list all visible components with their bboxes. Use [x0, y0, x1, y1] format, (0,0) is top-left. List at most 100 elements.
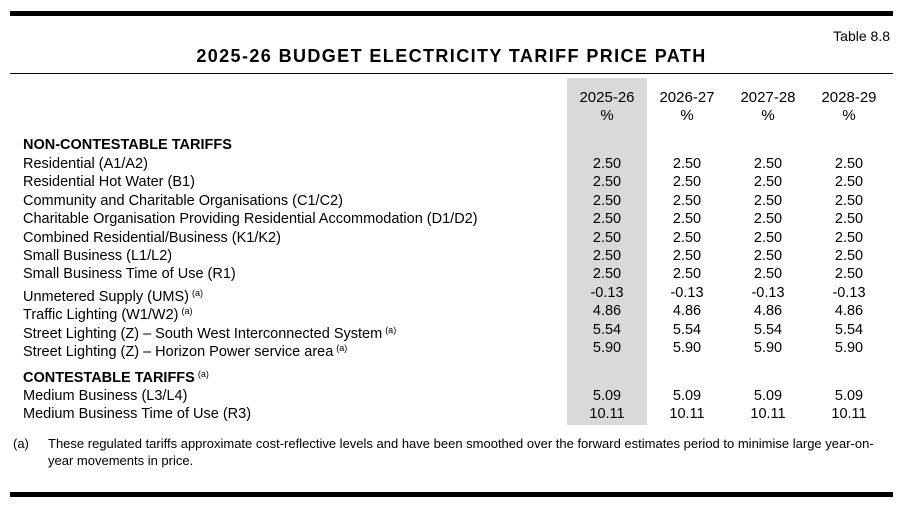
table-cell: 5.90: [834, 340, 864, 356]
table-row: Medium Business Time of Use (R3) 10.11 10.…: [0, 405, 903, 423]
column-year: 2028-29: [821, 89, 877, 106]
table-cell: 2.50: [834, 174, 864, 191]
title-rule: [10, 73, 893, 74]
table-cell: 2.50: [834, 248, 864, 264]
section-heading-text: NON-CONTESTABLE TARIFFS: [23, 137, 232, 153]
table-cell: -0.13: [832, 284, 866, 301]
table-cell: 2.50: [834, 192, 864, 209]
table-number: Table 8.8: [833, 28, 890, 44]
table-cell: 2.50: [753, 229, 783, 246]
table-row: Community and Charitable Organisations (…: [0, 192, 903, 210]
footnote-mark: (a): [13, 436, 29, 451]
tariff-name: Residential Hot Water (B1): [23, 174, 195, 191]
table-cell: 2.50: [672, 229, 702, 246]
bottom-rule: [10, 492, 893, 497]
row-label: Small Business (L1/L2): [23, 247, 172, 265]
table-cell: 2.50: [753, 266, 783, 283]
table-cell: 10.11: [589, 406, 625, 423]
table-row: Small Business (L1/L2) 2.50 2.50 2.50 2.50: [0, 247, 903, 265]
tariff-name: Combined Residential/Business (K1/K2): [23, 229, 281, 246]
table-cell: 2.50: [753, 174, 783, 191]
table-cell: 5.54: [753, 321, 783, 338]
row-label: Charitable Organisation Providing Reside…: [23, 210, 478, 228]
table-cell: 4.86: [753, 303, 783, 320]
table-cell: 5.09: [672, 388, 702, 404]
table-cell: 2.50: [592, 229, 622, 246]
tariff-name: Small Business (L1/L2): [23, 248, 173, 264]
table-cell: 4.86: [672, 303, 702, 320]
table-cell: 2.50: [592, 156, 622, 172]
table-cell: 5.90: [753, 340, 783, 356]
table-cell: 4.86: [592, 303, 622, 320]
current-year-column-shading: [567, 78, 647, 425]
table-cell: 2.50: [592, 174, 622, 191]
footnote-reference: (a): [385, 324, 397, 335]
table-cell: 2.50: [753, 192, 783, 209]
tariff-name: Charitable Organisation Providing Reside…: [23, 211, 478, 228]
table-cell: 5.09: [753, 388, 783, 404]
column-unit: %: [761, 107, 775, 124]
tariff-name: Medium Business (L3/L4): [23, 388, 188, 404]
section-heading-text: CONTESTABLE TARIFFS: [23, 370, 195, 386]
row-label: Community and Charitable Organisations (…: [23, 192, 343, 210]
tariff-name: Community and Charitable Organisations (…: [23, 192, 343, 209]
table-cell: 5.54: [834, 321, 864, 338]
table-row: Traffic Lighting (W1/W2) (a) 4.86 4.86 4.86 4…: [0, 302, 903, 323]
column-year: 2025-26: [579, 89, 635, 106]
row-label: Combined Residential/Business (K1/K2): [23, 229, 281, 247]
column-unit: %: [680, 107, 694, 124]
row-label: Medium Business (L3/L4): [23, 387, 187, 405]
tariff-name: Traffic Lighting (W1/W2): [23, 307, 179, 324]
table-row: Street Lighting (Z) – Horizon Power serv…: [0, 339, 903, 360]
table-row: Unmetered Supply (UMS) (a) -0.13 -0.13 -0.13…: [0, 284, 903, 305]
table-cell: 10.11: [750, 406, 786, 423]
footnote-reference: (a): [181, 306, 193, 317]
table-cell: 5.09: [834, 388, 864, 404]
table-cell: -0.13: [670, 284, 704, 301]
table-cell: 5.90: [592, 340, 622, 356]
table-cell: 2.50: [592, 248, 622, 264]
table-cell: 5.54: [592, 321, 622, 338]
table-cell: 5.54: [672, 321, 702, 338]
footnote-text: These regulated tariffs approximate cost…: [48, 436, 874, 468]
table-cell: 2.50: [753, 211, 783, 228]
table-row: Street Lighting (Z) – South West Interco…: [0, 321, 903, 342]
table-cell: -0.13: [590, 284, 624, 301]
table-cell: 2.50: [672, 156, 702, 172]
row-label: Small Business Time of Use (R1): [23, 265, 236, 283]
table-row: Combined Residential/Business (K1/K2) 2.5…: [0, 229, 903, 247]
table-cell: 5.90: [672, 340, 702, 356]
table-cell: 5.09: [592, 388, 622, 404]
table-row: Charitable Organisation Providing Reside…: [0, 210, 903, 228]
table-cell: 2.50: [672, 211, 702, 228]
table-title: 2025-26 BUDGET ELECTRICITY TARIFF PRICE …: [196, 46, 707, 66]
table-row: Residential (A1/A2) 2.50 2.50 2.50 2.50: [0, 155, 903, 173]
table-row: Small Business Time of Use (R1) 2.50 2.50 2…: [0, 265, 903, 283]
table-cell: 2.50: [672, 174, 702, 191]
column-unit: %: [842, 107, 856, 124]
table-cell: 2.50: [834, 266, 864, 283]
table-cell: 2.50: [592, 211, 622, 228]
footnote-reference: (a): [336, 343, 348, 353]
tariff-name: Unmetered Supply (UMS): [23, 288, 189, 305]
table-cell: 2.50: [672, 266, 702, 283]
tariff-name: Street Lighting (Z) – Horizon Power serv…: [23, 344, 334, 360]
table-cell: 2.50: [834, 211, 864, 228]
table-cell: 2.50: [753, 156, 783, 172]
row-label: Residential Hot Water (B1): [23, 173, 195, 191]
column-header-2025-26: 2025-26 %: [567, 89, 647, 125]
tariff-name: Street Lighting (Z) – South West Interco…: [23, 325, 383, 342]
tariff-name: Residential (A1/A2): [23, 156, 148, 172]
table-row: Medium Business (L3/L4) 5.09 5.09 5.09 5.09: [0, 387, 903, 405]
table-cell: 2.50: [672, 248, 702, 264]
row-label: Traffic Lighting (W1/W2) (a): [23, 302, 193, 324]
table-cell: 4.86: [834, 303, 864, 320]
table-cell: 2.50: [592, 192, 622, 209]
row-label: Unmetered Supply (UMS) (a): [23, 284, 203, 306]
column-unit: %: [600, 107, 614, 124]
column-header-2028-29: 2028-29 %: [809, 89, 889, 125]
tariff-name: Medium Business Time of Use (R3): [23, 406, 252, 423]
tariff-name: Small Business Time of Use (R1): [23, 266, 236, 283]
table-cell: 10.11: [669, 406, 705, 423]
table-cell: 2.50: [834, 229, 864, 246]
